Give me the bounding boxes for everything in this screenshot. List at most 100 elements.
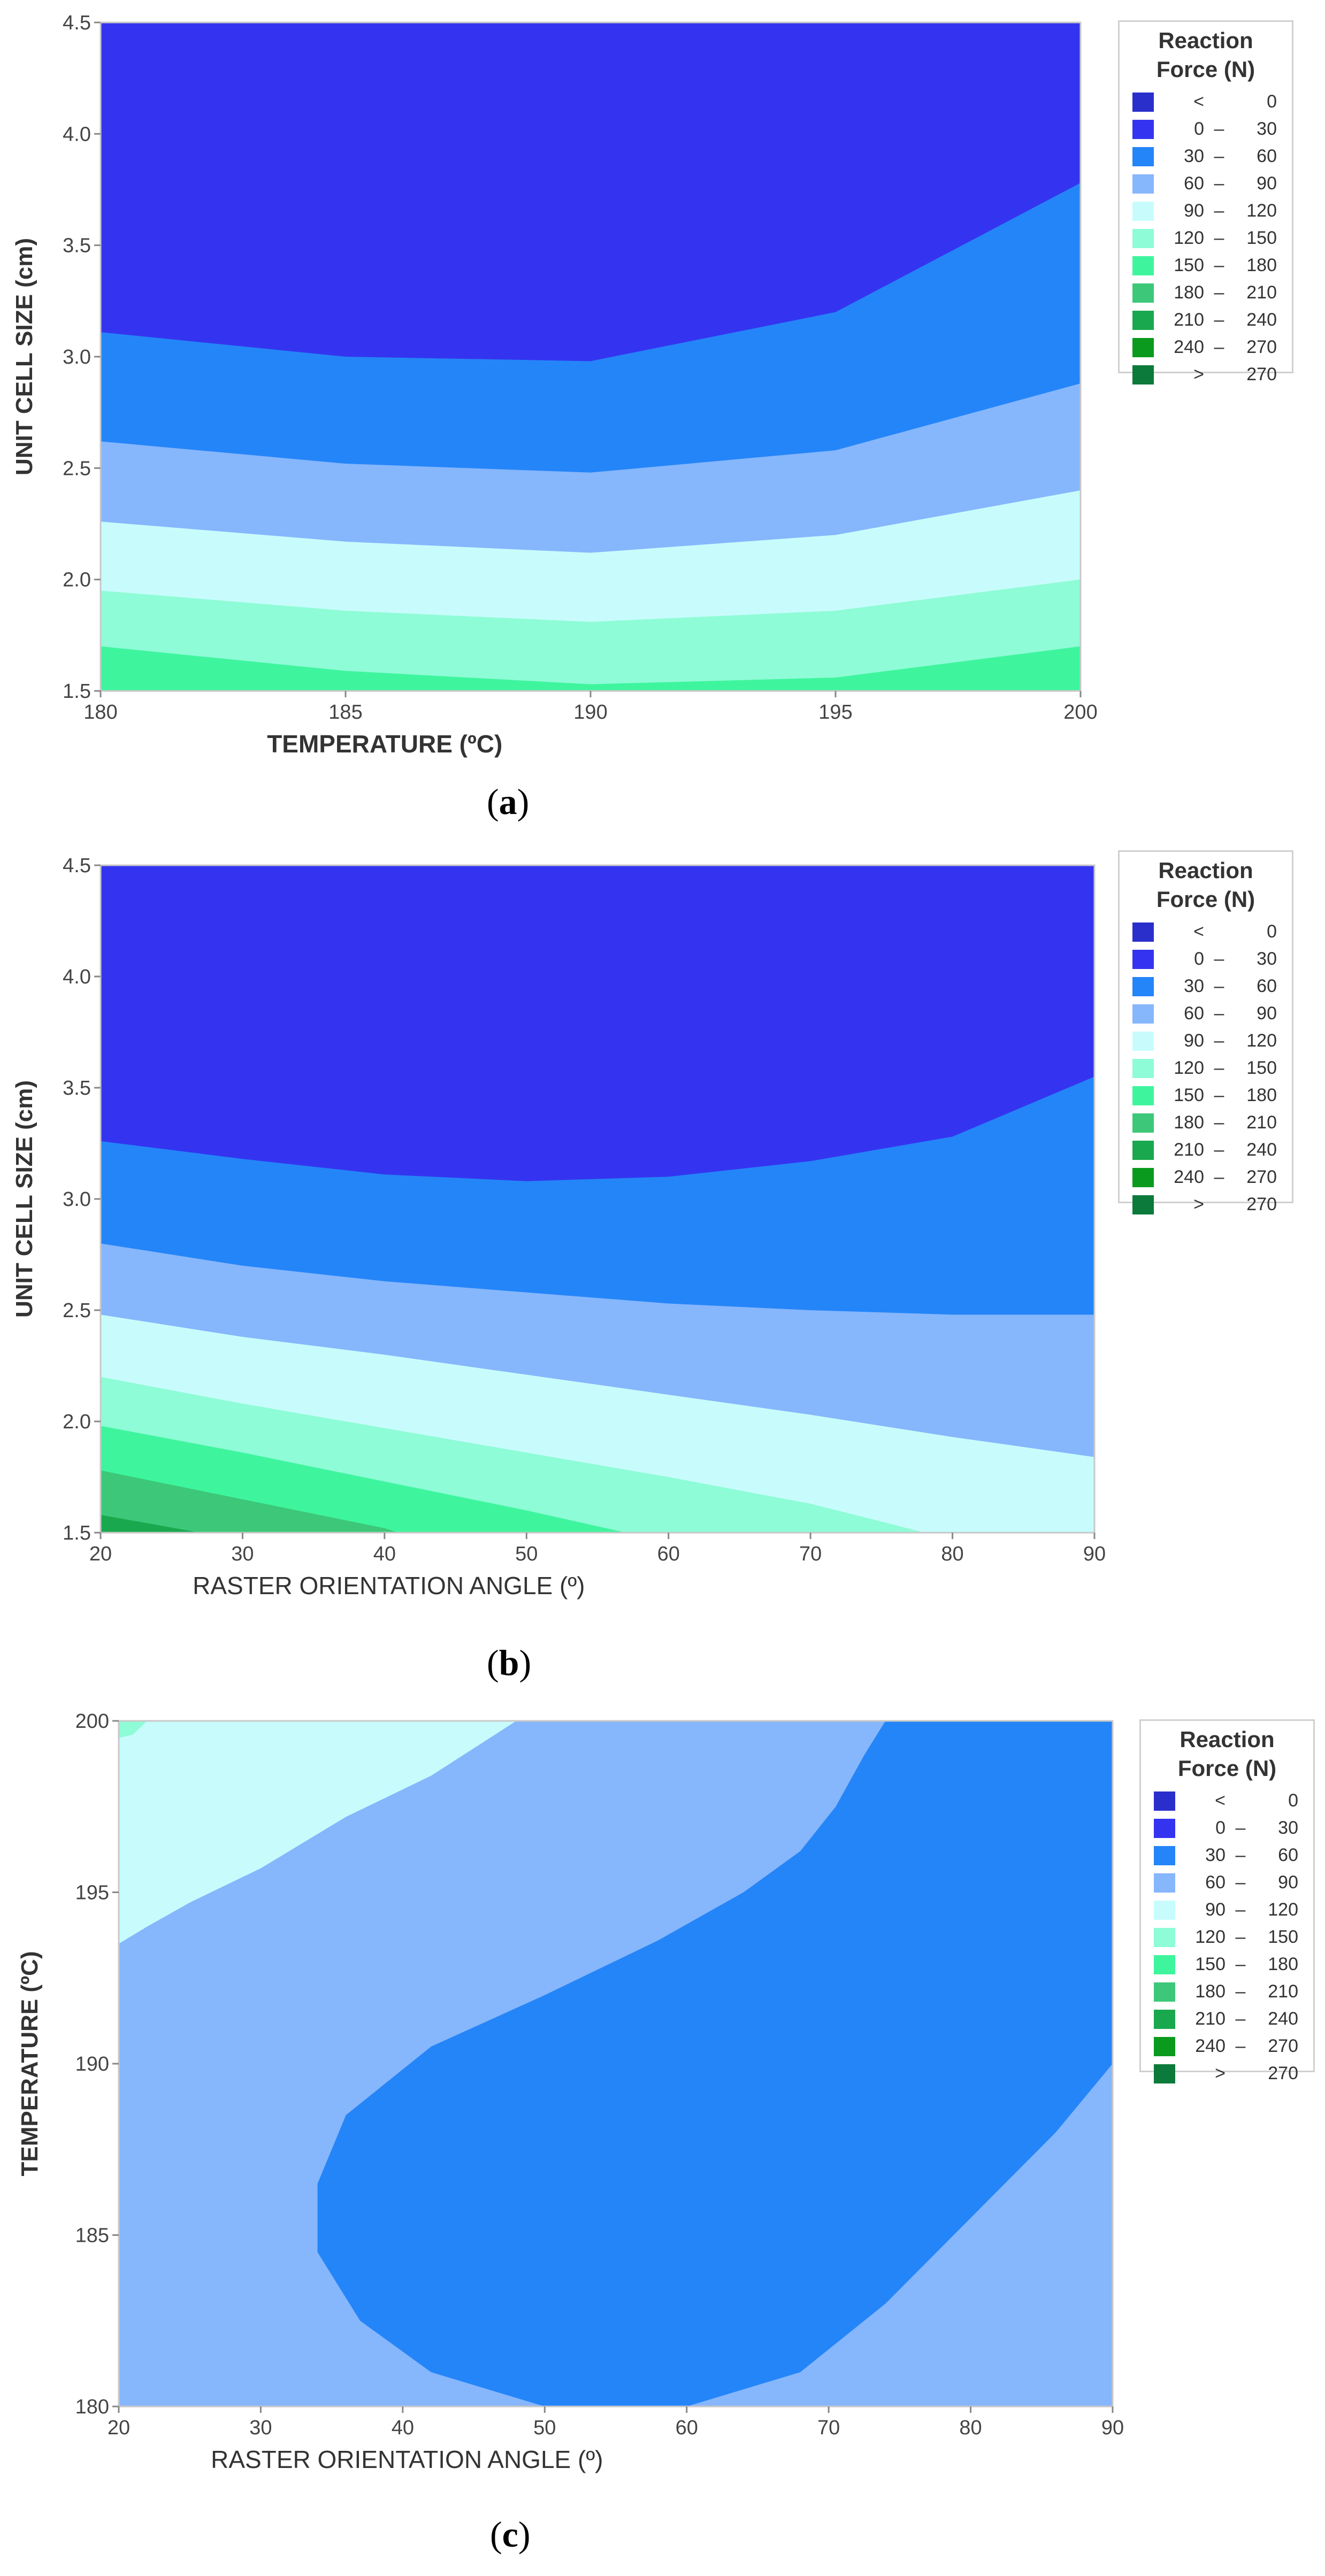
legend-range: 30– 60: [1183, 1845, 1298, 1866]
legend-range-lo: 240: [1174, 337, 1204, 357]
legend-range-sep: –: [1235, 1927, 1246, 1947]
legend-range-hi: 270: [1246, 337, 1277, 357]
legend-items: <0 0–30 30–60 60–90 90–120 120–150 150–180 180–…: [1120, 918, 1292, 1218]
legend-range-sep: –: [1235, 1900, 1246, 1920]
legend-range-sep: –: [1214, 1058, 1224, 1078]
y-tick-label: 2.5: [63, 457, 91, 480]
legend-range-hi: 60: [1278, 1845, 1298, 1865]
legend-swatch: [1132, 1031, 1154, 1051]
legend-range-sep: [1204, 91, 1234, 112]
legend-range-hi: 180: [1246, 1085, 1277, 1105]
x-tick-label: 60: [676, 2417, 698, 2439]
legend-title-line2: Force (N): [1156, 57, 1255, 82]
legend-range-sep: –: [1214, 1167, 1224, 1187]
legend-range-hi: 90: [1257, 1003, 1277, 1024]
caption-c: (c): [490, 2514, 531, 2555]
legend-item: 30– 60: [1120, 973, 1292, 1000]
legend-items: <0 0–30 30–60 60–90 90–120 120–150 150–180 180–…: [1120, 88, 1292, 388]
legend-range-sep: –: [1235, 1954, 1246, 1974]
legend-swatch: [1132, 365, 1154, 385]
legend-range-hi: 150: [1246, 1058, 1277, 1078]
legend-range-lo: 0: [1215, 1818, 1226, 1838]
legend-b: Reaction Force (N) <0 0–30 30–60 60–90 90–12…: [1118, 850, 1293, 1214]
legend-item: 150– 180: [1120, 252, 1292, 279]
contour-plot-b: 20 30 40 50 60 70 80 90 1.5 2.0 2.5 3.0 3.5 4.0 4.5 RAS…: [11, 855, 1106, 1600]
legend-item: 0– 30: [1141, 1814, 1313, 1842]
legend-range-lo: 180: [1174, 1112, 1204, 1133]
y-tick-label: 3.0: [63, 346, 91, 368]
legend-range-sep: [1204, 921, 1234, 942]
legend-title: Reaction Force (N): [1141, 1725, 1313, 1783]
contour-band: [119, 1721, 148, 1739]
legend-item: 180– 210: [1120, 279, 1292, 306]
legend-range: 30– 60: [1161, 976, 1277, 997]
caption-b: (b): [487, 1642, 532, 1683]
legend-item: 90– 120: [1120, 1027, 1292, 1055]
legend-item: 240– 270: [1141, 2033, 1313, 2060]
legend-range-hi: 270: [1246, 364, 1277, 385]
contour-band: [317, 1721, 1113, 2406]
legend-range: <0: [1161, 921, 1277, 942]
legend-range-sep: –: [1235, 1872, 1246, 1893]
legend-title-line1: Reaction: [1180, 1727, 1275, 1752]
legend-item: 120– 150: [1141, 1924, 1313, 1951]
legend-item: 210– 240: [1141, 2005, 1313, 2033]
legend-swatch: [1132, 92, 1154, 112]
legend-range-lo: 210: [1195, 2009, 1226, 2029]
legend-item: <0: [1141, 1787, 1313, 1814]
x-axis-label: RASTER ORIENTATION ANGLE (º): [211, 2446, 603, 2473]
legend-range-sep: –: [1214, 1031, 1224, 1051]
legend-range-hi: 150: [1246, 228, 1277, 248]
x-axis-label: RASTER ORIENTATION ANGLE (º): [193, 1572, 585, 1600]
legend-item: >270: [1141, 2060, 1313, 2087]
legend-range-lo: 240: [1174, 1167, 1204, 1187]
legend-range-sep: –: [1235, 1845, 1246, 1865]
legend-swatch: [1132, 1058, 1154, 1078]
y-tick-label: 190: [75, 2053, 109, 2075]
x-tick-label: 185: [328, 701, 362, 724]
legend-range-hi: 90: [1278, 1872, 1298, 1893]
contour-band: [119, 1721, 517, 1944]
legend-title: Reaction Force (N): [1120, 26, 1292, 84]
legend-range-hi: 30: [1257, 949, 1277, 969]
legend-range: 240– 270: [1161, 337, 1277, 358]
legend-item: >270: [1120, 1191, 1292, 1218]
y-axis-label: TEMPERATURE (ºC): [17, 1951, 43, 2176]
legend-a: Reaction Force (N) <0 0–30 30–60 60–90 90–12…: [1118, 20, 1293, 385]
legend-range-hi: 120: [1246, 1031, 1277, 1051]
legend-range: 90– 120: [1183, 1900, 1298, 1920]
legend-swatch: [1154, 1873, 1175, 1893]
legend-range-lo: <: [1193, 921, 1204, 942]
legend-range-lo: 0: [1194, 119, 1204, 139]
legend-range-hi: 60: [1257, 976, 1277, 996]
x-tick-label: 80: [941, 1543, 963, 1565]
legend-range-sep: –: [1235, 2036, 1246, 2056]
legend-range-hi: 120: [1246, 201, 1277, 221]
legend-range-hi: 240: [1268, 2009, 1298, 2029]
y-tick-label: 4.0: [63, 123, 91, 145]
x-tick-label: 195: [818, 701, 852, 724]
legend-range-lo: 150: [1195, 1954, 1226, 1974]
y-tick-label: 180: [75, 2396, 109, 2418]
legend-range-sep: [1204, 1194, 1234, 1215]
legend-swatch: [1132, 1195, 1154, 1214]
legend-range: 120– 150: [1161, 228, 1277, 249]
y-tick-label: 185: [75, 2225, 109, 2247]
legend-range-sep: –: [1214, 337, 1224, 357]
legend-range: 120– 150: [1161, 1058, 1277, 1079]
legend-range-hi: 180: [1268, 1954, 1298, 1974]
legend-range-sep: –: [1214, 1085, 1224, 1105]
legend-range-sep: –: [1214, 976, 1224, 996]
legend-range: <0: [1183, 1790, 1298, 1811]
y-axis-label: UNIT CELL SIZE (cm): [11, 1080, 37, 1318]
legend-item: 90– 120: [1141, 1896, 1313, 1924]
legend-range-sep: –: [1214, 1112, 1224, 1133]
legend-range-lo: 60: [1184, 173, 1204, 194]
legend-swatch: [1132, 174, 1154, 194]
contour-plot-c: 20 30 40 50 60 70 80 90 180 185 190 195 200 RASTER OR…: [17, 1710, 1124, 2473]
legend-range-hi: 180: [1246, 255, 1277, 275]
y-tick-label: 2.0: [63, 569, 91, 591]
y-tick-label: 3.5: [63, 235, 91, 257]
contour-band: [101, 579, 1081, 691]
legend-range: 210– 240: [1183, 2009, 1298, 2029]
